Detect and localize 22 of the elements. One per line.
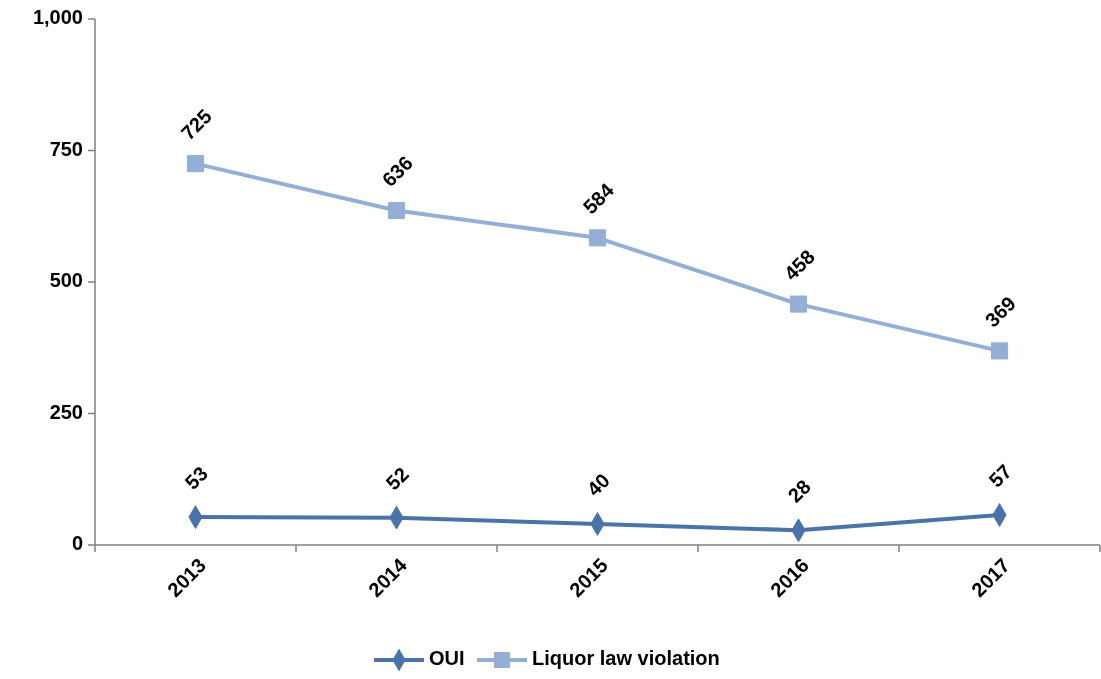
data-label: 28 bbox=[783, 475, 815, 507]
point bbox=[789, 295, 808, 313]
data-label: 458 bbox=[779, 245, 819, 285]
legend-label: OUI bbox=[429, 647, 465, 670]
point bbox=[588, 229, 607, 247]
data-label: 584 bbox=[578, 178, 619, 219]
y-tick-label: 750 bbox=[49, 137, 83, 160]
point bbox=[990, 342, 1009, 360]
data-label: 725 bbox=[176, 104, 216, 145]
data-label: 52 bbox=[381, 462, 413, 495]
data-label: 369 bbox=[980, 292, 1020, 332]
y-tick-label: 250 bbox=[49, 400, 83, 423]
point bbox=[387, 201, 406, 220]
y-tick-label: 1,000 bbox=[32, 6, 83, 29]
legend-label: Liquor law violation bbox=[532, 647, 720, 670]
data-label: 53 bbox=[180, 462, 212, 494]
y-tick-label: 0 bbox=[71, 532, 83, 555]
data-label: 57 bbox=[984, 460, 1016, 492]
point bbox=[186, 155, 205, 173]
data-label: 40 bbox=[582, 469, 614, 501]
y-tick-label: 500 bbox=[49, 269, 83, 292]
data-label: 636 bbox=[377, 151, 417, 191]
